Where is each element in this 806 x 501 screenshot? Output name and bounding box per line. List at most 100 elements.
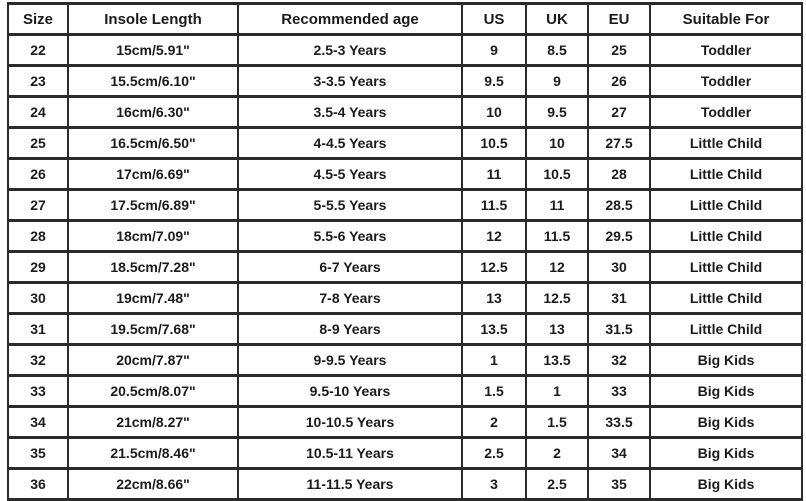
cell-recommended-age: 8-9 Years bbox=[237, 312, 463, 346]
cell-size: 23 bbox=[7, 64, 69, 98]
cell-us: 10.5 bbox=[461, 126, 527, 160]
cell-suitable-for: Big Kids bbox=[649, 436, 803, 470]
cell-insole-length: 16.5cm/6.50" bbox=[67, 126, 239, 160]
table-row: 36 22cm/8.66" 11-11.5 Years 3 2.5 35 Big… bbox=[7, 467, 803, 501]
cell-size: 30 bbox=[7, 281, 69, 315]
cell-uk: 1.5 bbox=[525, 405, 589, 439]
cell-suitable-for: Toddler bbox=[649, 64, 803, 98]
table-header-row: Size Insole Length Recommended age US UK… bbox=[7, 2, 803, 36]
table-row: 29 18.5cm/7.28" 6-7 Years 12.5 12 30 Lit… bbox=[7, 250, 803, 284]
table-row: 28 18cm/7.09" 5.5-6 Years 12 11.5 29.5 L… bbox=[7, 219, 803, 253]
cell-suitable-for: Little Child bbox=[649, 157, 803, 191]
cell-recommended-age: 5-5.5 Years bbox=[237, 188, 463, 222]
column-header-suitable-for: Suitable For bbox=[649, 2, 803, 36]
cell-eu: 26 bbox=[587, 64, 651, 98]
cell-recommended-age: 2.5-3 Years bbox=[237, 33, 463, 67]
table-row: 27 17.5cm/6.89" 5-5.5 Years 11.5 11 28.5… bbox=[7, 188, 803, 222]
cell-size: 31 bbox=[7, 312, 69, 346]
cell-size: 24 bbox=[7, 95, 69, 129]
cell-us: 9.5 bbox=[461, 64, 527, 98]
cell-uk: 10.5 bbox=[525, 157, 589, 191]
cell-size: 32 bbox=[7, 343, 69, 377]
cell-uk: 2 bbox=[525, 436, 589, 470]
table-row: 24 16cm/6.30" 3.5-4 Years 10 9.5 27 Todd… bbox=[7, 95, 803, 129]
cell-eu: 28.5 bbox=[587, 188, 651, 222]
cell-uk: 1 bbox=[525, 374, 589, 408]
table-row: 31 19.5cm/7.68" 8-9 Years 13.5 13 31.5 L… bbox=[7, 312, 803, 346]
cell-suitable-for: Little Child bbox=[649, 281, 803, 315]
cell-insole-length: 18cm/7.09" bbox=[67, 219, 239, 253]
cell-size: 34 bbox=[7, 405, 69, 439]
cell-us: 10 bbox=[461, 95, 527, 129]
cell-us: 13.5 bbox=[461, 312, 527, 346]
table-row: 25 16.5cm/6.50" 4-4.5 Years 10.5 10 27.5… bbox=[7, 126, 803, 160]
cell-insole-length: 20.5cm/8.07" bbox=[67, 374, 239, 408]
cell-eu: 32 bbox=[587, 343, 651, 377]
cell-uk: 11 bbox=[525, 188, 589, 222]
cell-us: 9 bbox=[461, 33, 527, 67]
cell-eu: 29.5 bbox=[587, 219, 651, 253]
cell-us: 1 bbox=[461, 343, 527, 377]
cell-size: 36 bbox=[7, 467, 69, 501]
cell-recommended-age: 9-9.5 Years bbox=[237, 343, 463, 377]
cell-size: 29 bbox=[7, 250, 69, 284]
cell-suitable-for: Toddler bbox=[649, 33, 803, 67]
table-row: 26 17cm/6.69" 4.5-5 Years 11 10.5 28 Lit… bbox=[7, 157, 803, 191]
table-row: 22 15cm/5.91" 2.5-3 Years 9 8.5 25 Toddl… bbox=[7, 33, 803, 67]
cell-us: 11 bbox=[461, 157, 527, 191]
cell-size: 25 bbox=[7, 126, 69, 160]
cell-size: 27 bbox=[7, 188, 69, 222]
cell-suitable-for: Little Child bbox=[649, 188, 803, 222]
cell-recommended-age: 10.5-11 Years bbox=[237, 436, 463, 470]
column-header-size: Size bbox=[7, 2, 69, 36]
cell-insole-length: 15cm/5.91" bbox=[67, 33, 239, 67]
cell-uk: 9 bbox=[525, 64, 589, 98]
cell-us: 12.5 bbox=[461, 250, 527, 284]
table-row: 34 21cm/8.27" 10-10.5 Years 2 1.5 33.5 B… bbox=[7, 405, 803, 439]
cell-eu: 27.5 bbox=[587, 126, 651, 160]
cell-eu: 25 bbox=[587, 33, 651, 67]
shoe-size-chart-table: Size Insole Length Recommended age US UK… bbox=[7, 2, 803, 501]
cell-eu: 33.5 bbox=[587, 405, 651, 439]
cell-size: 35 bbox=[7, 436, 69, 470]
cell-insole-length: 20cm/7.87" bbox=[67, 343, 239, 377]
cell-recommended-age: 3.5-4 Years bbox=[237, 95, 463, 129]
cell-recommended-age: 9.5-10 Years bbox=[237, 374, 463, 408]
column-header-us: US bbox=[461, 2, 527, 36]
column-header-recommended-age: Recommended age bbox=[237, 2, 463, 36]
cell-recommended-age: 4.5-5 Years bbox=[237, 157, 463, 191]
cell-eu: 30 bbox=[587, 250, 651, 284]
cell-insole-length: 21cm/8.27" bbox=[67, 405, 239, 439]
cell-uk: 8.5 bbox=[525, 33, 589, 67]
cell-size: 33 bbox=[7, 374, 69, 408]
cell-uk: 12.5 bbox=[525, 281, 589, 315]
cell-suitable-for: Big Kids bbox=[649, 405, 803, 439]
cell-insole-length: 15.5cm/6.10" bbox=[67, 64, 239, 98]
cell-size: 28 bbox=[7, 219, 69, 253]
cell-uk: 10 bbox=[525, 126, 589, 160]
cell-eu: 33 bbox=[587, 374, 651, 408]
column-header-uk: UK bbox=[525, 2, 589, 36]
cell-us: 11.5 bbox=[461, 188, 527, 222]
table-row: 23 15.5cm/6.10" 3-3.5 Years 9.5 9 26 Tod… bbox=[7, 64, 803, 98]
table-row: 32 20cm/7.87" 9-9.5 Years 1 13.5 32 Big … bbox=[7, 343, 803, 377]
cell-recommended-age: 11-11.5 Years bbox=[237, 467, 463, 501]
cell-suitable-for: Toddler bbox=[649, 95, 803, 129]
cell-recommended-age: 10-10.5 Years bbox=[237, 405, 463, 439]
cell-recommended-age: 4-4.5 Years bbox=[237, 126, 463, 160]
cell-uk: 11.5 bbox=[525, 219, 589, 253]
table-row: 35 21.5cm/8.46" 10.5-11 Years 2.5 2 34 B… bbox=[7, 436, 803, 470]
table-row: 33 20.5cm/8.07" 9.5-10 Years 1.5 1 33 Bi… bbox=[7, 374, 803, 408]
cell-uk: 12 bbox=[525, 250, 589, 284]
cell-us: 1.5 bbox=[461, 374, 527, 408]
cell-insole-length: 21.5cm/8.46" bbox=[67, 436, 239, 470]
cell-us: 2 bbox=[461, 405, 527, 439]
cell-eu: 35 bbox=[587, 467, 651, 501]
cell-insole-length: 19.5cm/7.68" bbox=[67, 312, 239, 346]
cell-recommended-age: 5.5-6 Years bbox=[237, 219, 463, 253]
cell-us: 13 bbox=[461, 281, 527, 315]
cell-size: 22 bbox=[7, 33, 69, 67]
cell-eu: 34 bbox=[587, 436, 651, 470]
cell-us: 2.5 bbox=[461, 436, 527, 470]
